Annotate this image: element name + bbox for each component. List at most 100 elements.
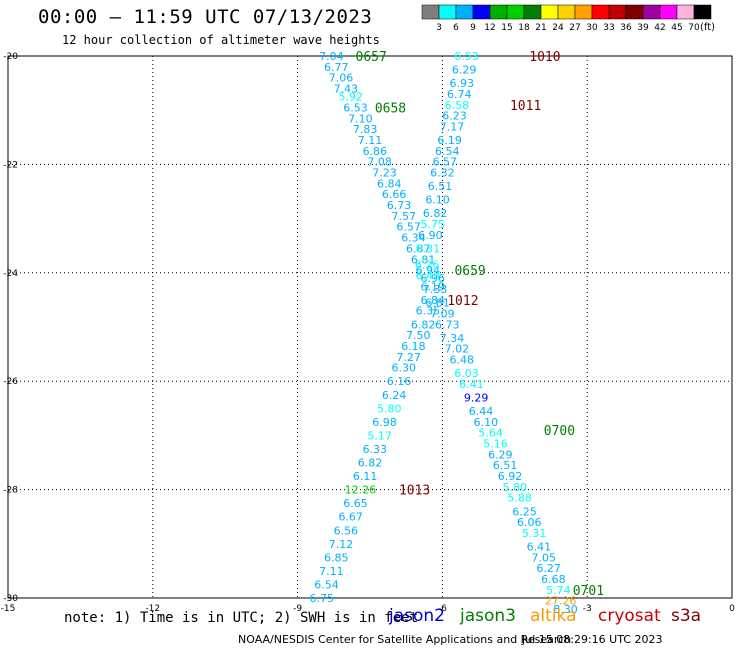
color-scale-swatch [455,4,474,20]
wave-height-value: 7.50 [406,329,431,342]
wave-height-value: 6.23 [442,110,467,123]
color-scale-swatch [523,4,542,20]
wave-height-value: 6.84 [377,177,402,190]
wave-height-value: 6.96 [420,272,445,285]
x-tick-label: 0 [729,604,735,614]
color-scale-label: 18 [518,23,530,33]
x-tick-label: -9 [293,604,302,614]
wave-height-value: 6.94 [416,264,441,277]
color-scale-swatch [438,4,457,20]
wave-height-value: 7.06 [329,72,354,85]
wave-height-value: 6.87 [406,242,431,255]
color-scale-label: 39 [637,23,649,33]
footer-timestamp: Jul 15 08:29:16 UTC 2023 [522,633,663,646]
wave-height-value: 6.11 [353,470,378,483]
wave-height-value: 6.58 [445,99,470,112]
wave-height-value: 6.77 [324,61,349,74]
x-tick-label: -12 [145,604,160,614]
wave-height-value: 6.73 [435,318,460,331]
wave-height-value: 6.54 [435,145,460,158]
wave-height-value: 6.57 [433,156,458,169]
wave-height-value: 6.93 [449,77,474,90]
legend-item-s3a: s3a [671,606,702,626]
wave-height-value: 7.02 [445,343,470,356]
y-tick-label: -30 [3,594,18,604]
wave-height-value: 6.56 [334,524,359,537]
color-scale-swatch [625,4,644,20]
wave-height-value: 7.23 [372,167,397,180]
wave-height-value: 5.92 [338,91,363,104]
wave-height-value: 7.05 [532,551,557,564]
wave-height-value: 6.44 [469,405,494,418]
wave-height-value: 6.19 [437,134,462,147]
color-scale-units: (ft) [700,22,716,33]
wave-height-value: 6.98 [372,416,397,429]
y-tick-label: -22 [3,160,18,170]
wave-height-value: 7.12 [329,538,354,551]
wave-height-value: 6.57 [396,221,421,234]
wave-height-value: 6.32 [430,167,455,180]
wave-height-value: 5.17 [367,429,392,442]
color-scale-label: 30 [586,23,598,33]
wave-height-value: 6.48 [416,270,441,283]
color-scale-swatch [540,4,559,20]
color-scale-label: 24 [552,23,564,33]
wave-height-value: 5.75 [420,218,445,231]
color-scale-swatch [659,4,678,20]
wave-height-value: 6.41 [527,541,552,554]
wave-height-value: 27.26 [545,595,577,608]
wave-height-value: 6.30 [392,362,417,375]
wave-height-value: 6.73 [387,199,412,212]
wave-height-value: 6.90 [418,229,443,242]
wave-height-value: 5.31 [522,527,547,540]
y-tick-label: -20 [3,52,18,62]
wave-height-value: 6.19 [420,280,445,293]
wave-height-value: 6.03 [454,367,479,380]
color-scale-swatch [421,4,440,20]
wave-height-value: 6.85 [324,551,349,564]
color-scale-swatch [608,4,627,20]
wave-height-value: 7.33 [423,283,448,296]
wave-height-value: 8.30 [553,603,578,616]
pass-time-label: 0700 [544,424,575,439]
wave-height-value: 7.27 [396,351,421,364]
axis-ticks: -15 -12 -9 -6 -3 0-20-22-24-26-28-30 [1,52,735,614]
wave-height-value: 7.04 [319,50,344,63]
color-scale-label: 27 [569,23,580,33]
wave-height-value: 6.82 [411,318,436,331]
wave-height-value: 9.29 [464,391,489,404]
y-tick-label: -28 [3,486,18,496]
wave-height-value: 7.34 [440,332,465,345]
chart-title: 00:00 – 11:59 UTC 07/13/2023 [38,6,373,28]
wave-height-value: 7.83 [353,123,378,136]
color-scale-swatch [506,4,525,20]
color-scale-label: 15 [501,23,512,33]
wave-height-value: 5.16 [483,438,508,451]
wave-height-value: 7.10 [348,112,373,125]
wave-height-value: 5.88 [507,492,532,505]
wave-height-value: 6.31 [416,242,441,255]
wave-height-value: 6.41 [459,378,484,391]
x-tick-label: -15 [1,604,16,614]
x-tick-label: -3 [583,604,592,614]
wave-height-value: 7.17 [440,120,465,133]
chart-subtitle: 12 hour collection of altimeter wave hei… [62,33,380,47]
wave-height-value: 6.86 [363,145,388,158]
y-tick-label: -24 [3,269,18,279]
y-tick-label: -26 [3,377,18,387]
wave-height-value: 6.27 [536,562,561,575]
pass-time-label: 1013 [399,484,430,499]
wave-height-value: 5.80 [377,402,402,415]
color-scale-label: 12 [484,23,495,33]
footer-credit: NOAA/NESDIS Center for Satellite Applica… [238,633,572,646]
wave-height-value: 6.06 [517,516,542,529]
wave-height-value: 6.26 [415,259,440,272]
wave-height-value: 7.08 [367,156,392,169]
wave-height-value: 5.64 [478,427,503,440]
pass-time-label: 0659 [454,264,485,279]
wave-height-value: 6.18 [401,340,426,353]
color-scale-label: 9 [470,23,476,33]
pass-time-label: 0657 [356,50,387,65]
pass-time-label: 1012 [447,294,478,309]
